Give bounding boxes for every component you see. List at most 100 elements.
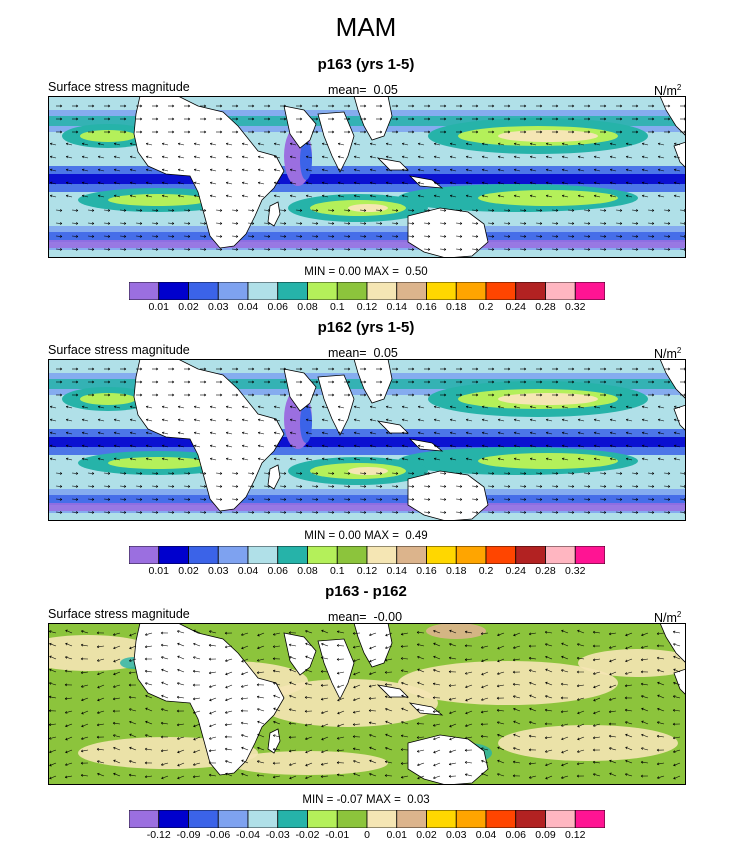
colorbar-box [337,546,367,564]
colorbar-box [308,282,338,300]
colorbar-box [159,810,189,828]
panel-3-colorbar [129,810,605,828]
field-blob [498,130,598,142]
field-blob [478,190,618,206]
colorbar-box [546,546,576,564]
colorbar-box [486,810,516,828]
field-blob [498,725,678,761]
panel-1-mean: mean= 0.05 [328,83,398,97]
field-blob [478,453,618,469]
colorbar-box [546,810,576,828]
colorbar-box [397,546,427,564]
colorbar-box [129,546,159,564]
field-blob [498,393,598,405]
panel-2-variable-label: Surface stress magnitude [48,343,190,357]
colorbar-box [427,282,457,300]
colorbar-box [278,546,308,564]
field-blob [108,457,208,469]
panel-3-map [48,623,686,785]
field-band [48,174,686,184]
colorbar-box [367,282,397,300]
colorbar-box [189,810,219,828]
panel-3-units-exp: 2 [677,610,681,619]
panel-2-max-label: MAX = [364,530,399,542]
colorbar-box [397,282,427,300]
panel-3-mean: mean= -0.00 [328,610,402,624]
panel-2-title: p162 (yrs 1-5) [0,319,732,336]
field-band [48,437,686,447]
panel-3-max-label: MAX = [366,794,401,806]
colorbar-box [248,810,278,828]
colorbar-box [516,546,546,564]
field-band [48,240,686,248]
colorbar-box [575,546,605,564]
colorbar-box [456,546,486,564]
colorbar-box [337,810,367,828]
field-blob [108,194,208,206]
figure-title: MAM [0,12,732,43]
colorbar-box [218,546,248,564]
colorbar-tick-label: 0.12 [555,829,595,841]
colorbar-box [189,282,219,300]
colorbar-box [575,810,605,828]
colorbar-box [218,810,248,828]
panel-2-mean-value: 0.05 [374,346,398,360]
colorbar-box [337,282,367,300]
colorbar-box [278,282,308,300]
panel-1-map [48,96,686,258]
panel-3-mean-value: -0.00 [374,610,403,624]
colorbar-box [367,546,397,564]
colorbar-tick-label: 0.32 [555,565,595,577]
panel-1-variable-label: Surface stress magnitude [48,80,190,94]
colorbar-box [278,810,308,828]
colorbar-box [159,546,189,564]
panel-1-min-label: MIN = [304,266,335,278]
panel-3-max-value: 0.03 [407,794,429,806]
panel-2-units-exp: 2 [677,346,681,355]
panel-2-map [48,359,686,521]
panel-1-mean-label: mean= [328,83,367,97]
panel-1-max-label: MAX = [364,266,399,278]
colorbar-box [516,810,546,828]
panel-2-min-value: 0.00 [338,530,360,542]
panel-3-variable-label: Surface stress magnitude [48,607,190,621]
panel-3-min-label: MIN = [302,794,333,806]
panel-2-minmax: MIN = 0.00 MAX = 0.49 [0,530,732,542]
panel-2-colorbar [129,546,605,564]
colorbar-tick-label: 0.32 [555,301,595,313]
panel-1-title: p163 (yrs 1-5) [0,56,732,73]
colorbar-box [397,810,427,828]
colorbar-box [308,546,338,564]
colorbar-box [129,810,159,828]
colorbar-box [546,282,576,300]
colorbar-box [456,282,486,300]
colorbar-box [308,810,338,828]
colorbar-box [486,546,516,564]
panel-1-mean-value: 0.05 [374,83,398,97]
panel-3-min-value: -0.07 [337,794,363,806]
panel-1-units-exp: 2 [677,83,681,92]
field-blob [228,751,388,775]
panel-2-mean: mean= 0.05 [328,346,398,360]
colorbar-box [248,546,278,564]
panel-1-min-value: 0.00 [338,266,360,278]
panel-1-minmax: MIN = 0.00 MAX = 0.50 [0,266,732,278]
panel-3-mean-label: mean= [328,610,367,624]
panel-2-min-label: MIN = [304,530,335,542]
colorbar-box [189,546,219,564]
panel-2-mean-label: mean= [328,346,367,360]
colorbar-box [129,282,159,300]
panel-3-minmax: MIN = -0.07 MAX = 0.03 [0,794,732,806]
panel-1-max-value: 0.50 [405,266,427,278]
panel-1-colorbar [129,282,605,300]
field-band [48,503,686,511]
colorbar-box [575,282,605,300]
colorbar-box [427,810,457,828]
panel-2-max-value: 0.49 [405,530,427,542]
colorbar-box [427,546,457,564]
colorbar-box [218,282,248,300]
colorbar-box [456,810,486,828]
